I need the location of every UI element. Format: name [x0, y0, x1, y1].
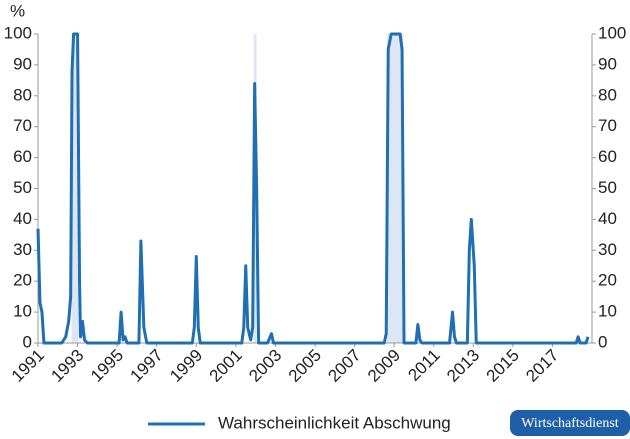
y-tick-label: 20	[13, 271, 32, 290]
y-tick-label: 90	[13, 54, 32, 73]
y-tick-label: 100	[4, 23, 32, 42]
y2-tick-label: 80	[598, 85, 617, 104]
brand-badge	[510, 410, 630, 436]
x-tick-label: 1997	[127, 346, 167, 386]
x-tick-label: 1995	[87, 346, 127, 386]
y2-tick-label: 70	[598, 116, 617, 135]
y2-tick-label: 10	[598, 302, 617, 321]
x-tick-label: 2003	[245, 346, 285, 386]
y2-tick-label: 50	[598, 178, 617, 197]
y-tick-label: 0	[23, 332, 32, 351]
recession-band	[71, 34, 79, 343]
y2-tick-label: 40	[598, 209, 617, 228]
x-tick-label: 2017	[522, 346, 562, 386]
y-tick-label: 40	[13, 209, 32, 228]
y2-tick-label: 20	[598, 271, 617, 290]
y-tick-label: 60	[13, 147, 32, 166]
x-tick-label: 1999	[166, 346, 206, 386]
legend-label: Wahrscheinlichkeit Abschwung	[218, 413, 451, 432]
x-tick-label: 1991	[8, 346, 48, 386]
x-tick-label: 2005	[285, 346, 325, 386]
x-tick-label: 2013	[443, 346, 483, 386]
y2-tick-label: 0	[598, 332, 607, 351]
x-tick-label: 2009	[364, 346, 404, 386]
y-tick-label: 10	[13, 302, 32, 321]
y-tick-label: 30	[13, 240, 32, 259]
y2-tick-label: 100	[598, 23, 626, 42]
x-tick-label: 2015	[483, 346, 523, 386]
brand-text: Wirtschaftsdienst	[521, 416, 619, 431]
x-tick-label: 2001	[206, 346, 246, 386]
x-tick-label: 2011	[404, 346, 443, 385]
y-tick-label: 70	[13, 116, 32, 135]
recession-band	[387, 34, 404, 343]
x-tick-label: 1993	[47, 346, 87, 386]
y-tick-label: 80	[13, 85, 32, 104]
y2-tick-label: 30	[598, 240, 617, 259]
y-axis-label: %	[10, 1, 25, 20]
y-tick-label: 50	[13, 178, 32, 197]
x-tick-label: 2007	[324, 346, 364, 386]
y2-tick-label: 90	[598, 54, 617, 73]
y2-tick-label: 60	[598, 147, 617, 166]
data-line	[36, 32, 590, 345]
